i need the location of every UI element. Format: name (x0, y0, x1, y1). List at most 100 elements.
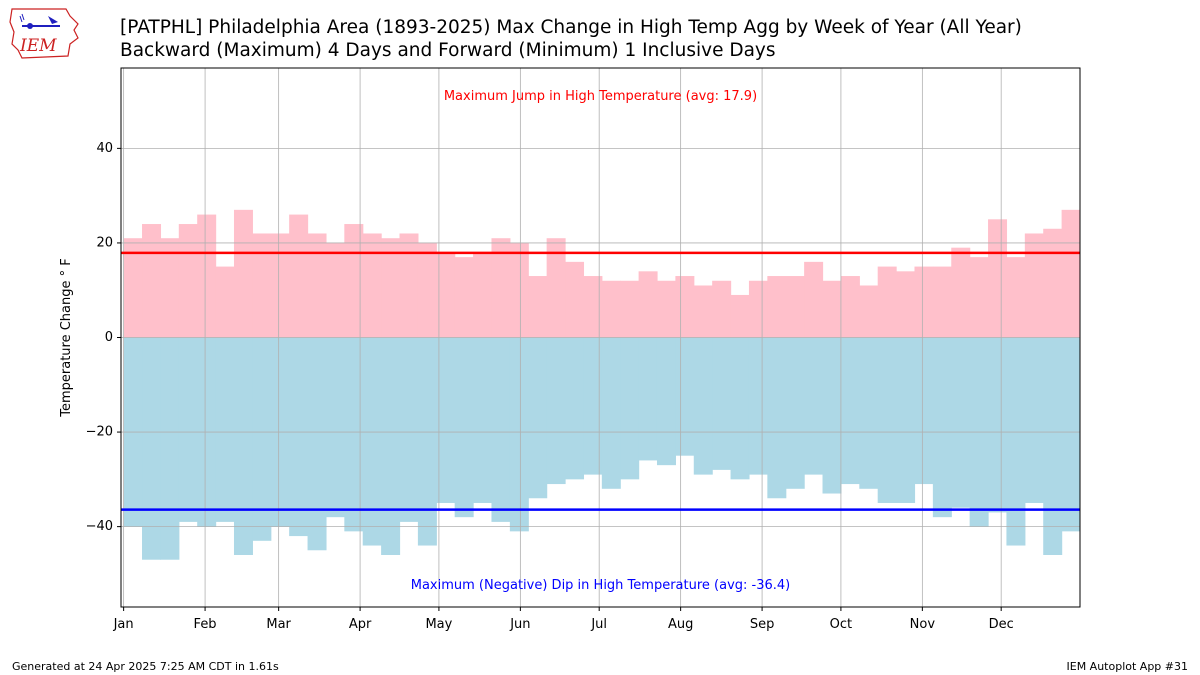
jump-bar-30 (656, 280, 676, 338)
jump-bar-14 (362, 233, 382, 338)
dip-bar-42 (877, 337, 897, 503)
dip-bar-38 (804, 337, 824, 475)
dip-bar-37 (785, 337, 805, 489)
dip-bar-6 (215, 337, 235, 522)
jump-bar-26 (583, 276, 603, 338)
y-tick-label: 20 (96, 235, 113, 250)
jump-bar-20 (473, 252, 493, 338)
dip-bar-40 (840, 337, 860, 485)
dip-bar-17 (417, 337, 437, 546)
jump-bar-39 (822, 280, 842, 338)
dip-bar-32 (693, 337, 713, 475)
jump-bar-40 (840, 276, 860, 338)
dip-bar-21 (491, 337, 511, 522)
dip-bar-12 (325, 337, 345, 518)
jump-bar-10 (289, 214, 309, 338)
dip-bar-26 (583, 337, 603, 475)
dip-bar-18 (436, 337, 456, 503)
jump-bar-18 (436, 252, 456, 338)
x-tick-label-nov: Nov (910, 617, 936, 632)
dip-bar-8 (252, 337, 272, 541)
y-tick-label: −20 (86, 425, 113, 440)
jump-bar-52 (1061, 209, 1080, 338)
dip-bar-19 (454, 337, 474, 518)
jump-bar-22 (509, 242, 529, 338)
generated-timestamp: Generated at 24 Apr 2025 7:25 AM CDT in … (12, 660, 279, 673)
y-tick-label: 0 (105, 330, 113, 345)
bars-group (123, 209, 1099, 560)
jump-bar-27 (601, 280, 621, 338)
dip-bar-16 (399, 337, 419, 522)
grid-group (121, 68, 1080, 607)
dip-bar-41 (859, 337, 879, 489)
dip-bar-23 (528, 337, 548, 499)
x-tick-label-jul: Jul (590, 617, 607, 632)
dip-bar-44 (914, 337, 934, 485)
jump-bar-44 (914, 266, 934, 338)
chart-subtitle: Backward (Maximum) 4 Days and Forward (M… (120, 40, 776, 61)
jump-bar-28 (620, 280, 640, 338)
jump-bar-37 (785, 276, 805, 338)
jump-bar-7 (233, 209, 253, 338)
jump-bar-8 (252, 233, 272, 338)
dip-bar-33 (712, 337, 732, 470)
jump-bar-36 (767, 276, 787, 338)
x-tick-label-sep: Sep (750, 617, 775, 632)
dip-bar-39 (822, 337, 842, 494)
x-tick-label-jan: Jan (113, 617, 134, 632)
jump-bar-35 (748, 280, 768, 338)
dip-bar-30 (656, 337, 676, 466)
jump-bar-15 (381, 238, 401, 338)
dip-bar-3 (160, 337, 180, 560)
dip-bar-10 (289, 337, 309, 537)
dip-bar-20 (473, 337, 493, 503)
app-label: IEM Autoplot App #31 (1066, 660, 1189, 673)
jump-bar-9 (270, 233, 290, 338)
jump-bar-45 (932, 266, 952, 338)
x-tick-label-aug: Aug (668, 617, 693, 632)
dip-bar-52 (1061, 337, 1080, 532)
x-tick-label-apr: Apr (349, 617, 372, 632)
chart-title: [PATPHL] Philadelphia Area (1893-2025) M… (120, 17, 1022, 38)
iem-logo: IEM (8, 6, 82, 60)
dip-bar-25 (565, 337, 585, 480)
jump-bar-34 (730, 294, 750, 338)
jump-bar-5 (197, 214, 217, 338)
jump-bar-17 (417, 242, 437, 338)
dip-bar-15 (381, 337, 401, 555)
jump-bar-51 (1043, 228, 1063, 338)
x-tick-label-may: May (425, 617, 452, 632)
jump-bar-6 (215, 266, 235, 338)
dip-bar-27 (601, 337, 621, 489)
dip-bar-13 (344, 337, 364, 532)
dip-bar-49 (1006, 337, 1026, 546)
jump-bar-2 (142, 224, 162, 338)
dip-bar-53 (1080, 338, 1099, 485)
jump-bar-49 (1006, 257, 1026, 338)
jump-bar-21 (491, 238, 511, 338)
dip-bar-51 (1043, 337, 1063, 555)
dip-bar-29 (638, 337, 658, 461)
y-tick-label: −40 (86, 519, 113, 534)
jump-bar-48 (988, 219, 1008, 338)
dip-bar-50 (1024, 337, 1044, 503)
jump-bar-53 (1080, 252, 1099, 337)
jump-bar-25 (565, 261, 585, 338)
jump-bar-42 (877, 266, 897, 338)
dip-bar-36 (767, 337, 787, 499)
jump-bar-19 (454, 257, 474, 338)
dip-bar-7 (233, 337, 253, 555)
dip-bar-48 (988, 337, 1008, 513)
jump-bar-1 (123, 238, 143, 338)
dip-bar-22 (509, 337, 529, 532)
jump-bar-3 (160, 238, 180, 338)
jump-bar-43 (896, 271, 916, 338)
dip-bar-14 (362, 337, 382, 546)
jump-bar-11 (307, 233, 327, 338)
dip-bar-31 (675, 337, 695, 456)
jump-bar-50 (1024, 233, 1044, 338)
dip-bar-43 (896, 337, 916, 503)
x-tick-label-oct: Oct (830, 617, 852, 632)
jump-bar-46 (951, 247, 971, 338)
